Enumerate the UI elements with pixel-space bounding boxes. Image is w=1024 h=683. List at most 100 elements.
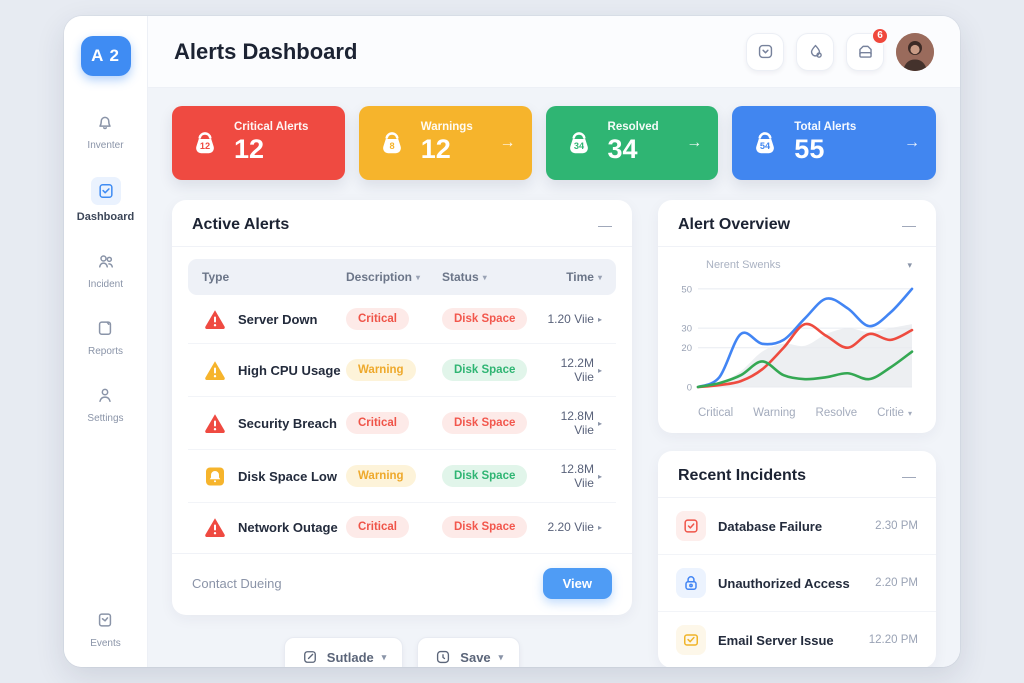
severity-badge: Critical <box>346 516 409 538</box>
stat-card-warnings[interactable]: 8 Warnings 12 → <box>358 106 532 180</box>
avatar[interactable] <box>896 32 934 71</box>
sidebar-nav: Inventer Dashboard Incident Reports Settings <box>64 110 147 424</box>
sort-icon: ▾ <box>482 272 487 282</box>
chevron-down-icon: ▾ <box>498 651 504 662</box>
alerts-table: Type Description ▾ Status ▾ Time ▾ Server Down… <box>172 247 632 551</box>
droplet-icon <box>806 42 825 61</box>
app-logo[interactable]: A 2 <box>80 36 131 76</box>
chevron-right-icon[interactable]: ▸ <box>597 365 602 375</box>
legend-label: Resolve <box>815 407 858 419</box>
clipboard-check-icon <box>676 511 706 541</box>
incident-row[interactable]: Database Failure 2.30 PM <box>658 498 936 555</box>
table-row[interactable]: Disk Space Low Warning Disk Space 12.8M … <box>188 450 616 503</box>
alert-time: 2.20 Viie <box>547 520 594 534</box>
sidebar-item-reports[interactable]: Reports <box>88 316 123 357</box>
legend-label: Warning <box>753 407 796 419</box>
legend-item-critical[interactable]: Critical <box>698 407 733 419</box>
status-badge: Disk Space <box>442 412 528 434</box>
arrow-icon: → <box>499 134 516 151</box>
droplet-button[interactable] <box>796 32 834 71</box>
legend-label: Critical <box>698 407 734 419</box>
critical-triangle-icon <box>202 515 228 539</box>
kettlebell-icon: 8 <box>375 126 409 160</box>
column-header-time[interactable]: Time ▾ <box>542 270 602 284</box>
chevron-right-icon[interactable]: ▸ <box>597 314 602 324</box>
legend-item-resolve[interactable]: Resolve <box>816 407 858 419</box>
svg-text:8: 8 <box>389 141 394 151</box>
sidebar-item-settings[interactable]: Settings <box>87 383 124 424</box>
alert-time: 1.20 Viie <box>547 312 594 326</box>
alert-time: 12.2M Viie <box>560 356 594 384</box>
alerts-table-body: Server Down Critical Disk Space 1.20 Vii… <box>188 295 616 551</box>
svg-text:54: 54 <box>760 141 771 151</box>
alert-time: 12.8M Viie <box>560 409 594 437</box>
chart-legend: Critical Warning Resolve Critie ▾ <box>672 399 922 421</box>
severity-badge: Critical <box>346 412 409 434</box>
table-row[interactable]: High CPU Usage Warning Disk Space 12.2M … <box>188 344 616 397</box>
incident-name: Unauthorized Access <box>718 575 850 591</box>
chart-line-red-line <box>696 322 914 389</box>
recent-incidents-panel: Recent Incidents — Database Failure 2.30… <box>658 451 936 667</box>
stat-card-resolved[interactable]: 34 Resolved 34 → <box>545 106 719 180</box>
sort-icon: ▾ <box>597 272 602 282</box>
sidebar-bottom: Events <box>64 608 147 649</box>
alert-overview-chart: Nerent Swenks ▾ 50 30 20 0 Critical Warning R… <box>658 247 936 433</box>
stat-card-critical-alerts[interactable]: 12 Critical Alerts 12 <box>172 106 345 180</box>
chart-dropdown-label[interactable]: Nerent Swenks <box>706 259 781 271</box>
collapse-icon[interactable]: — <box>902 468 916 484</box>
sutlade-button[interactable]: Sutlade ▾ <box>283 637 404 667</box>
table-row[interactable]: Security Breach Critical Disk Space 12.8… <box>188 397 616 450</box>
header-actions: 6 <box>746 26 934 71</box>
events-icon <box>93 608 117 632</box>
svg-text:20: 20 <box>681 343 692 354</box>
stat-value: 55 <box>794 134 825 165</box>
stat-card-total-alerts[interactable]: 54 Total Alerts 55 → <box>732 106 937 180</box>
bell-icon <box>93 110 117 134</box>
table-row[interactable]: Network Outage Critical Disk Space 2.20 … <box>188 503 616 551</box>
column-header-status[interactable]: Status ▾ <box>442 270 542 284</box>
button-label: Sutlade <box>326 649 374 665</box>
status-badge: Disk Space <box>442 308 528 330</box>
table-row[interactable]: Server Down Critical Disk Space 1.20 Vii… <box>188 295 616 344</box>
collapse-icon[interactable]: — <box>598 217 612 233</box>
stat-value: 12 <box>234 134 265 165</box>
save-button[interactable]: Save ▾ <box>417 637 521 667</box>
notification-button[interactable]: 6 <box>846 26 889 71</box>
view-button[interactable]: View <box>542 568 612 599</box>
severity-badge: Warning <box>346 465 416 487</box>
sidebar-item-dashboard[interactable]: Dashboard <box>77 177 134 223</box>
sidebar-item-incident[interactable]: Incident <box>88 249 123 290</box>
chevron-right-icon[interactable]: ▸ <box>597 522 602 532</box>
sidebar-item-events[interactable]: Events <box>90 608 121 649</box>
chevron-right-icon[interactable]: ▸ <box>597 418 602 428</box>
footer-buttons: Sutlade ▾ Save ▾ <box>172 637 632 667</box>
stat-label: Total Alerts <box>794 120 857 133</box>
collapse-icon[interactable]: — <box>902 217 916 233</box>
column-label: Time <box>566 270 594 284</box>
disk-bell-icon <box>202 464 228 488</box>
incident-time: 2.30 PM <box>875 520 918 532</box>
chevron-right-icon[interactable]: ▸ <box>597 471 602 481</box>
chevron-down-icon[interactable]: ▾ <box>907 259 912 270</box>
severity-badge: Warning <box>346 359 416 381</box>
warning-triangle-icon <box>202 358 228 382</box>
alert-name: High CPU Usage <box>238 362 341 378</box>
clock-icon <box>434 648 452 666</box>
svg-text:50: 50 <box>681 284 692 295</box>
incident-time: 2.20 PM <box>875 577 918 589</box>
legend-item-warning[interactable]: Warning <box>753 407 795 419</box>
sidebar-item-inventer[interactable]: Inventer <box>87 110 124 151</box>
notification-badge: 6 <box>871 26 889 45</box>
incident-row[interactable]: Unauthorized Access 2.20 PM <box>658 555 936 612</box>
column-header-description[interactable]: Description ▾ <box>346 270 442 284</box>
alert-name: Server Down <box>238 311 318 327</box>
incident-name: Email Server Issue <box>718 632 834 648</box>
incidents-list: Database Failure 2.30 PM Unauthorized Ac… <box>658 498 936 667</box>
user-icon <box>93 383 117 407</box>
legend-item-critie[interactable]: Critie ▾ <box>877 407 912 419</box>
recent-incidents-title: Recent Incidents <box>678 467 807 484</box>
chevron-down-icon: ▾ <box>907 408 912 418</box>
filter-button[interactable] <box>746 32 784 71</box>
severity-badge: Critical <box>346 308 409 330</box>
incident-row[interactable]: Email Server Issue 12.20 PM <box>658 612 936 667</box>
